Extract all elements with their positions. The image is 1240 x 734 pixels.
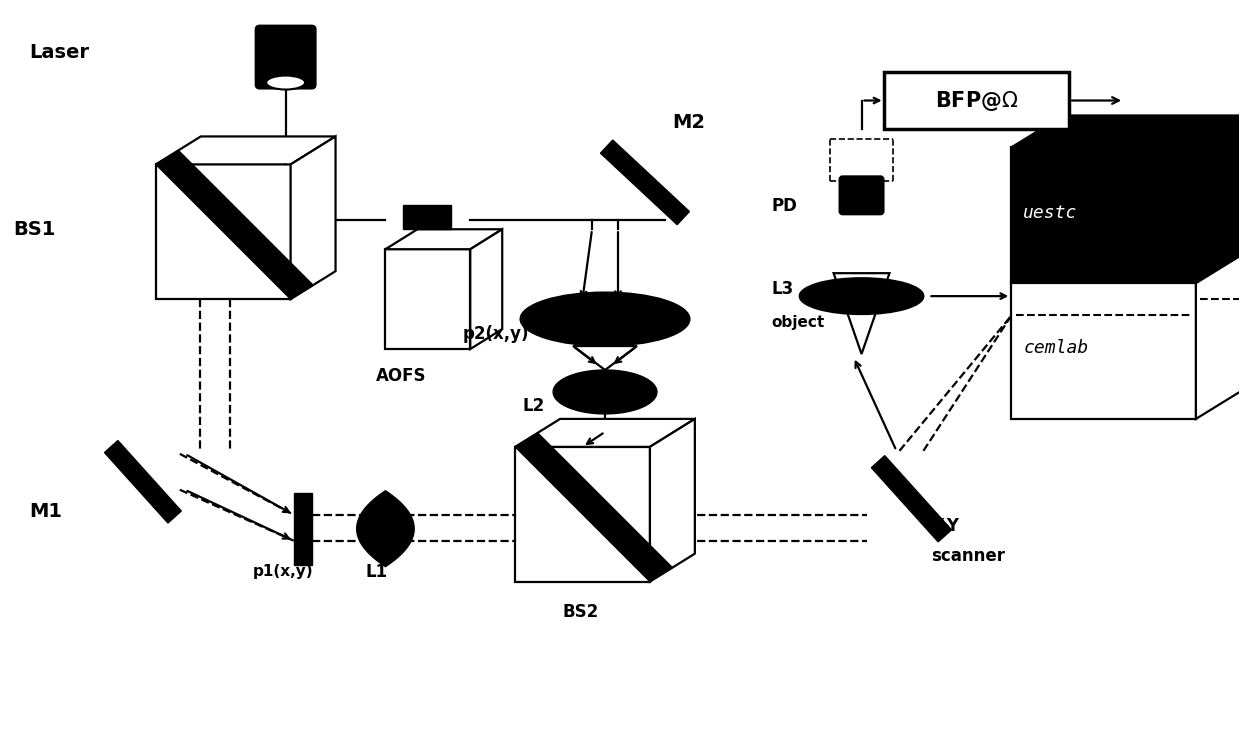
Text: AOFS: AOFS xyxy=(376,367,427,385)
Polygon shape xyxy=(650,419,694,581)
Ellipse shape xyxy=(521,292,689,346)
Polygon shape xyxy=(104,440,181,523)
Text: BFP@$\Omega$: BFP@$\Omega$ xyxy=(935,89,1018,112)
Text: M2: M2 xyxy=(672,113,704,132)
Polygon shape xyxy=(470,229,502,349)
Polygon shape xyxy=(872,456,951,542)
Polygon shape xyxy=(1195,115,1240,283)
Ellipse shape xyxy=(800,278,924,314)
Polygon shape xyxy=(515,419,694,447)
Text: M1: M1 xyxy=(29,502,62,521)
Bar xyxy=(403,206,451,229)
Bar xyxy=(294,493,311,564)
Polygon shape xyxy=(515,447,650,581)
Polygon shape xyxy=(156,137,336,164)
Text: cemlab: cemlab xyxy=(1023,339,1089,357)
Polygon shape xyxy=(1012,115,1240,148)
Polygon shape xyxy=(386,250,470,349)
Polygon shape xyxy=(553,370,657,414)
Text: PD: PD xyxy=(771,197,797,215)
Bar xyxy=(1012,148,1195,283)
Text: BS2: BS2 xyxy=(562,603,599,620)
Polygon shape xyxy=(156,164,290,299)
Text: L3: L3 xyxy=(771,280,794,298)
Polygon shape xyxy=(600,140,689,225)
Text: object: object xyxy=(771,315,825,330)
Ellipse shape xyxy=(267,76,305,90)
Text: scanner: scanner xyxy=(931,547,1006,564)
Polygon shape xyxy=(357,491,414,567)
Bar xyxy=(884,71,1069,129)
Polygon shape xyxy=(290,137,336,299)
Bar xyxy=(1012,283,1195,419)
Polygon shape xyxy=(386,229,502,250)
Text: p2(x,y): p2(x,y) xyxy=(463,325,528,343)
FancyBboxPatch shape xyxy=(839,176,884,214)
Text: p1(x,y): p1(x,y) xyxy=(253,564,314,579)
Text: uestc: uestc xyxy=(1023,203,1078,222)
Text: L1: L1 xyxy=(366,563,388,581)
Text: L2: L2 xyxy=(522,397,544,415)
FancyBboxPatch shape xyxy=(255,26,315,89)
Polygon shape xyxy=(156,150,312,299)
Polygon shape xyxy=(515,433,672,581)
Text: Laser: Laser xyxy=(29,43,89,62)
Text: X-Y: X-Y xyxy=(931,517,960,534)
Polygon shape xyxy=(1195,251,1240,419)
Text: BS1: BS1 xyxy=(14,219,56,239)
